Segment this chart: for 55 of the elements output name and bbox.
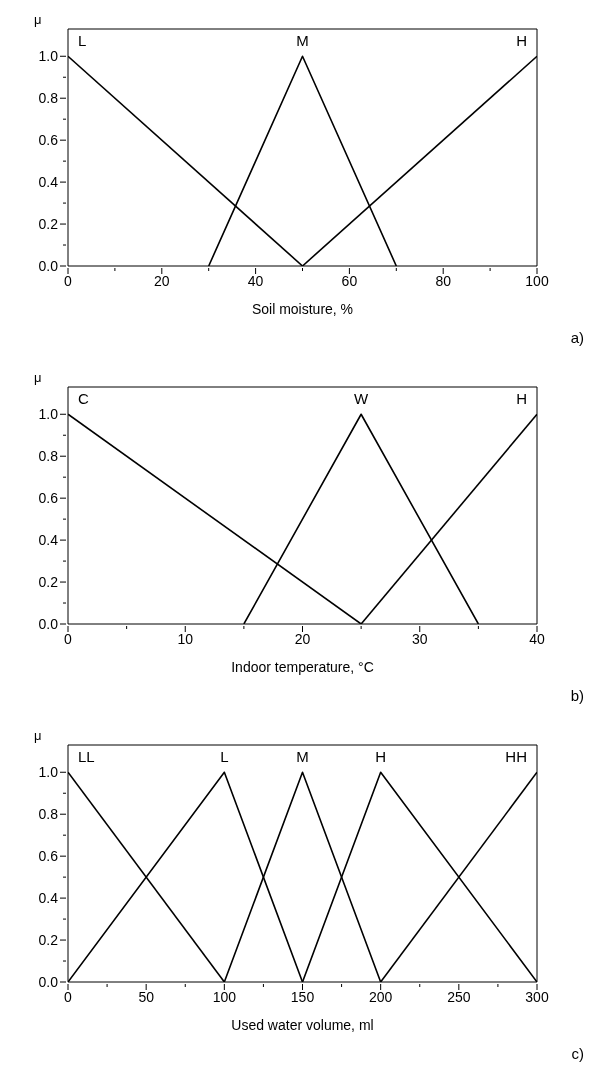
x-tick-label: 80 <box>435 273 452 289</box>
y-tick-label: 1.0 <box>38 406 59 423</box>
x-tick-label: 60 <box>341 273 358 289</box>
x-axis-title: Used water volume, ml <box>231 1017 374 1033</box>
y-tick-label: 0.2 <box>38 574 59 591</box>
y-tick-label: 0.2 <box>38 216 59 233</box>
y-axis-title: μ <box>34 370 42 385</box>
series-label: H <box>516 32 527 50</box>
x-tick-label: 300 <box>525 989 549 1005</box>
series-label: C <box>78 390 89 408</box>
y-axis-title: μ <box>34 12 42 27</box>
x-tick-label: 0 <box>64 989 73 1005</box>
y-tick-label: 0.6 <box>38 132 59 149</box>
series-label: L <box>220 748 229 766</box>
y-tick-label: 0.2 <box>38 932 59 949</box>
series-label: M <box>296 748 309 766</box>
x-tick-label: 30 <box>411 631 428 647</box>
y-tick-label: 1.0 <box>38 764 59 781</box>
y-tick-label: 0.4 <box>38 890 59 907</box>
x-tick-label: 200 <box>368 989 393 1005</box>
x-axis-title: Indoor temperature, °C <box>231 659 374 675</box>
series-label: M <box>296 32 309 50</box>
series-label: LL <box>78 748 95 766</box>
y-tick-label: 0.8 <box>38 806 59 823</box>
series-label: L <box>78 32 87 50</box>
series-label: W <box>354 390 370 408</box>
text: c) <box>571 1045 584 1062</box>
y-tick-label: 1.0 <box>38 48 59 65</box>
x-tick-label: 20 <box>154 273 170 289</box>
x-tick-label: 10 <box>177 631 194 647</box>
y-tick-label: 0.0 <box>38 974 59 990</box>
y-tick-label: 0.4 <box>38 174 59 191</box>
x-axis-title: Soil moisture, % <box>251 301 354 317</box>
text: a) <box>570 329 584 346</box>
x-tick-label: 100 <box>525 273 549 289</box>
y-tick-label: 0.0 <box>38 616 59 632</box>
y-tick-label: 0.8 <box>38 448 59 465</box>
x-tick-label: 40 <box>529 631 545 647</box>
x-tick-label: 100 <box>212 989 237 1005</box>
y-tick-label: 0.6 <box>38 490 59 507</box>
x-tick-label: 150 <box>290 989 315 1005</box>
x-tick-label: 0 <box>64 631 73 647</box>
series-label: HH <box>505 748 527 766</box>
y-tick-label: 0.8 <box>38 90 59 107</box>
text: b) <box>570 687 584 704</box>
series-label: H <box>375 748 387 766</box>
y-tick-label: 0.4 <box>38 532 59 549</box>
x-tick-label: 40 <box>247 273 264 289</box>
series-label: H <box>516 390 527 408</box>
x-tick-label: 0 <box>64 273 73 289</box>
y-tick-label: 0.6 <box>38 848 59 865</box>
x-tick-label: 50 <box>138 989 155 1005</box>
x-tick-label: 250 <box>447 989 471 1005</box>
y-axis-title: μ <box>34 728 42 743</box>
x-tick-label: 20 <box>294 631 311 647</box>
